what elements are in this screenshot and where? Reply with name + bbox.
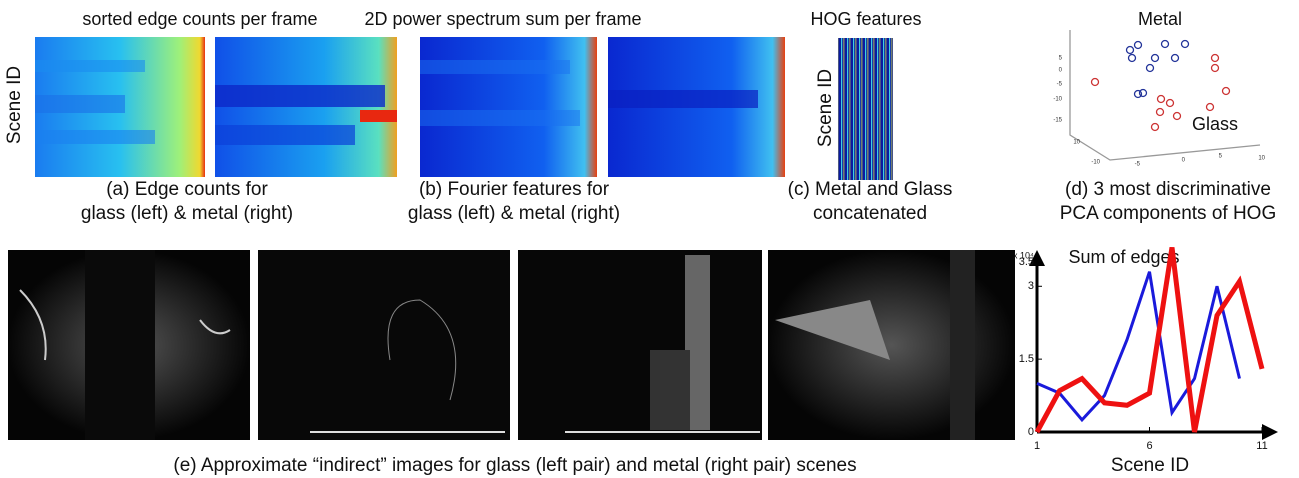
tick-label: -10	[1091, 160, 1100, 166]
heatmap	[35, 37, 397, 177]
panel-title: sorted edge counts per frame	[82, 9, 317, 29]
x-tick-label: 1	[1034, 440, 1040, 452]
photos	[8, 250, 1015, 440]
axis-label: Scene ID	[4, 66, 25, 144]
y-tick-label: 0	[1028, 426, 1034, 438]
heatmap	[420, 37, 785, 177]
caption: (c) Metal and Glass	[788, 179, 953, 200]
panel-title: HOG features	[810, 9, 921, 29]
y-tick-label: 3.5	[1019, 256, 1034, 268]
tick-label: 10	[1258, 156, 1265, 162]
y-tick-label: 3	[1028, 280, 1034, 292]
tick-label: -5	[1135, 162, 1141, 168]
hog-image	[838, 38, 893, 180]
y-tick-label: 1.5	[1019, 353, 1034, 365]
caption: (b) Fourier features for	[419, 179, 610, 200]
x-tick-label: 6	[1146, 440, 1152, 452]
arrow	[1262, 424, 1278, 440]
caption: (a) Edge counts for	[106, 179, 268, 200]
tick-label: 0	[1182, 158, 1186, 164]
tick-label: 0	[1059, 68, 1063, 74]
figure: sorted edge counts per frame Scene ID (a…	[0, 0, 1299, 478]
x-tick-label: 11	[1256, 440, 1267, 452]
chart-title: Sum of edges	[1068, 247, 1179, 267]
scatter-3d	[1070, 30, 1260, 160]
caption: (e) Approximate “indirect” images for gl…	[173, 455, 856, 476]
tick-label: -10	[1053, 97, 1062, 103]
tick-label: 5	[1059, 56, 1063, 62]
label: Glass	[1192, 114, 1238, 134]
tick-label: -5	[1057, 82, 1063, 88]
tick-label: 5	[1219, 154, 1223, 160]
panel-title: 2D power spectrum sum per frame	[364, 9, 641, 29]
caption: (d) 3 most discriminative	[1065, 179, 1271, 200]
tick-label: 10	[1073, 140, 1080, 146]
label: Metal	[1138, 9, 1182, 29]
caption: PCA components of HOG	[1060, 203, 1277, 224]
tick-label: -15	[1053, 118, 1062, 124]
axis-label: Scene ID	[815, 69, 836, 147]
caption: glass (left) & metal (right)	[408, 203, 620, 224]
caption: concatenated	[813, 203, 927, 224]
caption: glass (left) & metal (right)	[81, 203, 293, 224]
x-axis-label: Scene ID	[1111, 455, 1189, 476]
